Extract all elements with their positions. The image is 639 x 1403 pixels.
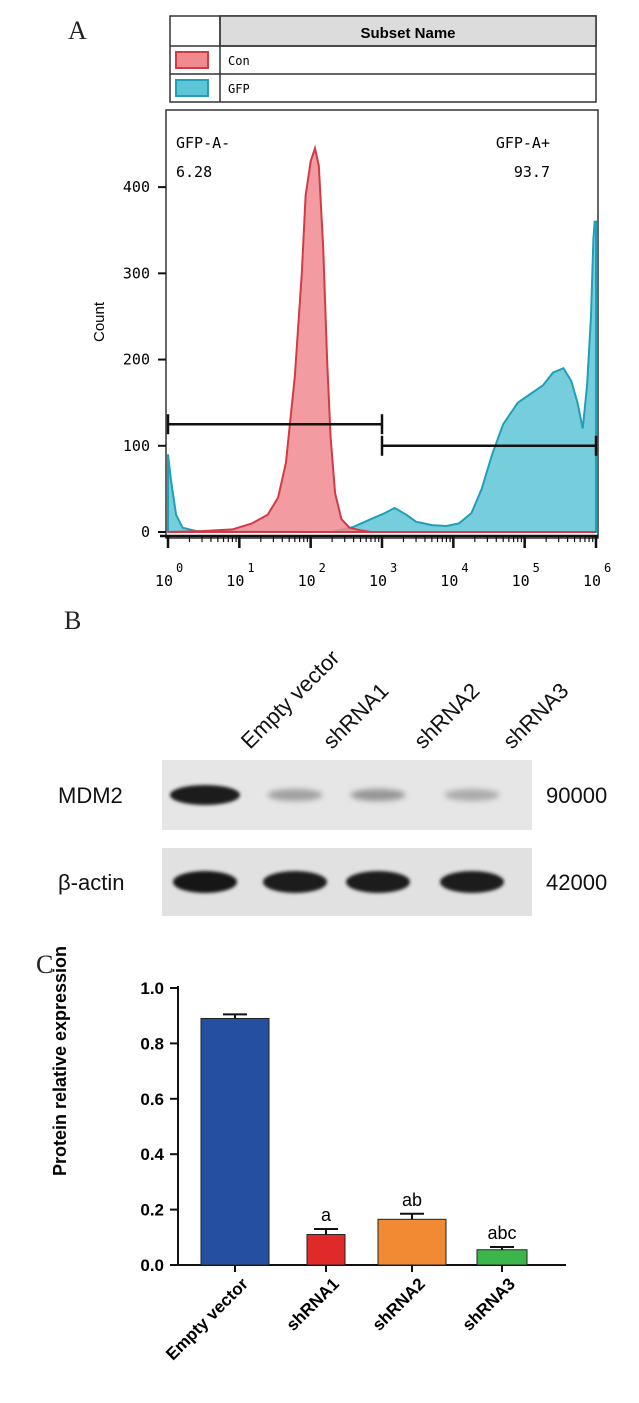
- flow-x-tick-exponent: 3: [390, 561, 397, 575]
- bar-y-tick-label: 1.0: [140, 979, 164, 998]
- gate-positive: [380, 435, 598, 456]
- blot-row-actin: β-actin 42000: [58, 848, 607, 916]
- significance-label: ab: [402, 1190, 422, 1210]
- flow-x-tick-base: 10: [369, 572, 387, 590]
- gate-pos-name: GFP-A+: [496, 134, 550, 152]
- bar-y-tick-label: 0.8: [140, 1034, 164, 1053]
- blot-row-label: β-actin: [58, 870, 124, 895]
- bar: [476, 1249, 528, 1266]
- histogram-con: [167, 144, 596, 533]
- subset-legend: Subset Name Con GFP: [169, 15, 597, 103]
- gate-negative: [166, 414, 384, 435]
- blot-row-label: MDM2: [58, 783, 123, 808]
- flow-x-tick-base: 10: [440, 572, 458, 590]
- flow-y-tick-label: 0: [141, 523, 150, 541]
- bar-y-tick-label: 0.4: [140, 1145, 164, 1164]
- gate-pos-value: 93.7: [514, 163, 550, 181]
- legend-entry-gfp: GFP: [228, 82, 250, 96]
- bar-y-tick-label: 0.6: [140, 1090, 164, 1109]
- bar-y-axis-label: Protein relative expression: [50, 946, 70, 1176]
- blot-row-mdm2: MDM2 90000: [58, 760, 607, 830]
- flow-cytometry-histogram: Subset Name Con GFP 01002003004001001011…: [91, 15, 611, 590]
- flow-x-tick-base: 10: [583, 572, 601, 590]
- gate-neg-value: 6.28: [176, 163, 212, 181]
- blot-band: [263, 871, 327, 893]
- bar: [306, 1234, 346, 1266]
- bar: [200, 1017, 270, 1266]
- flow-x-tick-exponent: 1: [247, 561, 254, 575]
- blot-band: [170, 785, 240, 805]
- blot-band: [173, 871, 237, 893]
- panel-b-label: B: [64, 606, 82, 635]
- histogram-gfp: [167, 220, 597, 534]
- flow-y-tick-label: 400: [123, 178, 150, 196]
- flow-y-tick-label: 300: [123, 264, 150, 282]
- blot-lane-label: shRNA3: [498, 678, 574, 754]
- flow-x-tick-exponent: 5: [533, 561, 540, 575]
- flow-x-tick-base: 10: [155, 572, 173, 590]
- bar-category-label: Empty vector: [162, 1274, 252, 1364]
- bar-category-label: shRNA2: [369, 1274, 429, 1334]
- blot-lane-label: shRNA1: [318, 678, 394, 754]
- flow-x-tick-exponent: 2: [319, 561, 326, 575]
- bar-category-label: shRNA1: [283, 1274, 343, 1334]
- bar-category-label: shRNA3: [459, 1274, 519, 1334]
- flow-y-tick-label: 200: [123, 351, 150, 369]
- blot-band: [267, 789, 323, 801]
- flow-x-tick-base: 10: [298, 572, 316, 590]
- bar-y-tick-label: 0.0: [140, 1256, 164, 1275]
- flow-x-tick-base: 10: [226, 572, 244, 590]
- flow-y-axis-label: Count: [91, 301, 108, 342]
- bar: [377, 1218, 447, 1266]
- legend-entry-con: Con: [228, 54, 250, 68]
- panel-a-label: A: [68, 16, 87, 45]
- flow-x-tick-exponent: 4: [461, 561, 468, 575]
- legend-swatch-gfp: [175, 79, 209, 97]
- significance-label: abc: [487, 1223, 516, 1243]
- blot-band: [346, 871, 410, 893]
- flow-y-tick-label: 100: [123, 437, 150, 455]
- legend-swatch-con: [175, 51, 209, 69]
- panel-c-label: C: [36, 950, 54, 979]
- protein-expression-bar-chart: 0.0 0.2 0.4 0.6 0.8 1.0 Empty vector a shRNA1 ab…: [50, 946, 566, 1364]
- significance-label: a: [321, 1205, 332, 1225]
- flow-x-tick-exponent: 6: [604, 561, 611, 575]
- legend-header: Subset Name: [360, 25, 455, 42]
- blot-lane-label: shRNA2: [409, 678, 485, 754]
- blot-molecular-weight: 90000: [546, 783, 607, 808]
- blot-band: [444, 789, 500, 801]
- flow-x-tick-exponent: 0: [176, 561, 183, 575]
- blot-band: [440, 871, 504, 893]
- bar-y-tick-label: 0.2: [140, 1201, 164, 1220]
- blot-band: [350, 789, 406, 801]
- flow-x-tick-base: 10: [512, 572, 530, 590]
- gate-neg-name: GFP-A-: [176, 134, 230, 152]
- blot-molecular-weight: 42000: [546, 870, 607, 895]
